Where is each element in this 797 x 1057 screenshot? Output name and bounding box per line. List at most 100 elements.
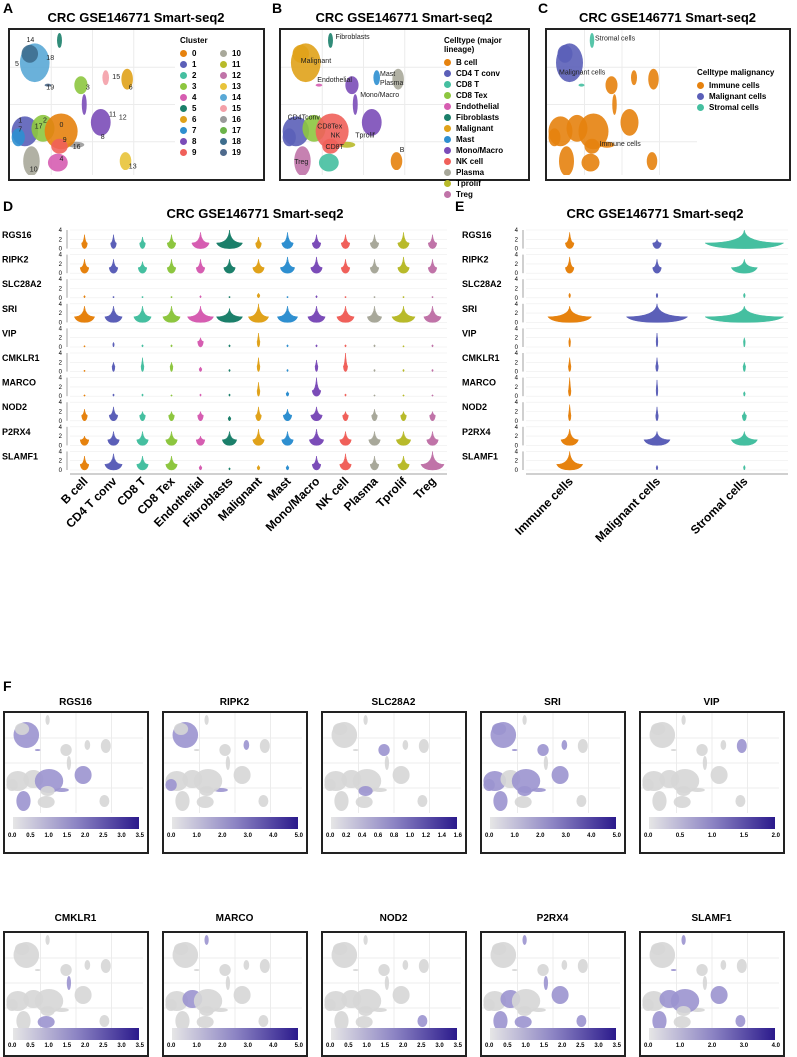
legend-swatch [180,127,187,134]
x-tick-label: Stromal cells [688,474,751,537]
y-tick-label: 4 [515,277,519,283]
legend-swatch [444,81,451,88]
panel-label-e: E [455,198,465,214]
umap-cell-cluster [673,796,691,808]
violin [344,393,347,397]
violin [655,333,659,348]
violin [423,306,442,323]
colorbar-tick: 1.5 [739,833,749,839]
legend-swatch [180,138,187,145]
umap-cell-cluster [34,989,64,1013]
umap-cell-cluster [99,795,110,807]
legend-label: Stromal cells [709,103,759,112]
violin [104,306,123,323]
umap-cell-cluster [736,739,747,753]
umap-cell-cluster [581,153,600,172]
legend-swatch [444,103,451,110]
y-tick-label: 4 [515,400,519,406]
legend-label: Malignant [456,124,494,133]
umap-cell-cluster [418,959,429,973]
violin [195,259,206,274]
legend-item: 15 [220,103,260,114]
umap-cell-cluster [57,32,62,48]
violin [560,429,579,446]
violin [315,344,318,348]
y-tick-label: 0 [515,468,519,474]
violin [195,435,206,446]
legend-title: Celltype malignancy [697,68,775,77]
legend-item: Malignant cells [697,91,774,102]
gene-label: SLAMF1 [462,451,498,461]
colorbar-tick: 3.0 [117,833,126,839]
violin [79,259,90,274]
y-tick-label: 4 [59,425,63,431]
legend-label: 5 [192,104,197,113]
cluster-annotation: 17 [35,123,43,130]
umap-cell-cluster [193,749,200,751]
violin [228,368,231,372]
colorbar-tick: 2.5 [576,1043,585,1049]
celltype-annotation: Endothelial [317,77,352,84]
colorbar-tick: 0.0 [167,1043,176,1049]
umap-cell-cluster [225,756,231,770]
umap-cell-cluster [99,1015,110,1027]
colorbar-ticks: 0.0 0.5 1.0 1.5 2.0 [644,833,780,839]
umap-cell-cluster [332,723,348,735]
umap-cell-cluster [219,964,231,976]
violin [139,410,146,422]
y-tick-label: 0 [59,296,63,302]
umap-cell-cluster [670,769,700,793]
umap-cell-cluster [631,70,637,86]
malignancy-annotation: Immune cells [600,141,642,148]
colorbar-tick: 0.0 [8,833,17,839]
violin [166,259,177,274]
violin [216,308,243,323]
violin [228,296,231,299]
violin [73,306,96,323]
panel-d-title: CRC GSE146771 Smart-seq2 [166,206,344,221]
violin [282,409,293,422]
umap-cell-cluster [34,769,64,793]
umap-cell-cluster [74,76,88,95]
colorbar-tick: 2.0 [218,1043,227,1049]
umap-cell-cluster [34,749,41,751]
legend-item: Endothelial [444,101,528,112]
cluster-annotation: 0 [60,122,64,129]
umap-cell-cluster [648,68,659,90]
colorbar [331,817,457,829]
colorbar-ticks: 0.0 0.5 1.0 1.5 2.0 2.5 3.0 3.5 [8,833,144,839]
umap-cell-cluster [292,44,310,63]
umap-cell-cluster [16,791,31,811]
umap-cell-cluster [642,779,654,791]
violin [228,344,231,348]
umap-cell-cluster [121,68,133,90]
violin [111,361,116,372]
legend-label: 3 [192,82,197,91]
violin [191,232,210,249]
violin [556,451,584,471]
celltype-annotation: CD4Tconv [288,114,321,121]
legend-item: 8 [180,136,220,147]
y-tick-label: 4 [515,326,519,332]
violin [420,451,445,471]
umap-cell-cluster [6,779,18,791]
y-tick-label: 2 [59,311,63,317]
violin [140,357,145,372]
umap-cell-cluster [193,969,200,971]
colorbar-tick: 2.0 [536,833,545,839]
legend-swatch [220,83,227,90]
legend-title: Cluster [180,36,208,45]
umap-cell-cluster [358,786,373,796]
celltype-annotation: Mono/Macro [360,92,399,99]
colorbar-tick: 0.0 [167,833,176,839]
umap-cell-cluster [650,723,666,735]
umap-cell-cluster [537,964,549,976]
legend-label: 19 [232,148,241,157]
violin [199,295,202,299]
celltype-annotation: Treg [294,159,308,166]
gene-label: CMKLR1 [2,353,40,363]
violin [368,431,381,446]
umap-cell-cluster [345,76,359,95]
colorbar [649,1028,775,1040]
violin [704,229,785,249]
